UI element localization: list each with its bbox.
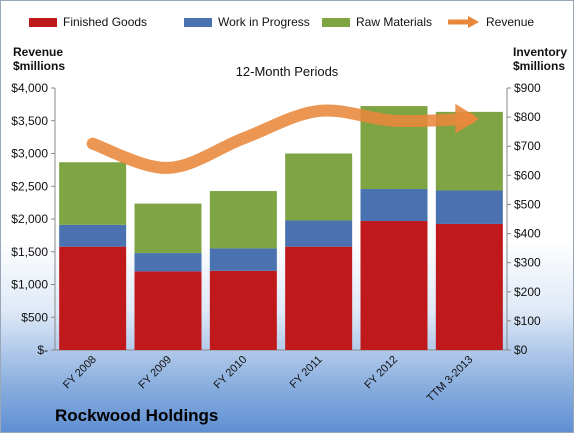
- legend-swatch-work-in-progress: [184, 17, 212, 27]
- bar-work-in-progress: [59, 224, 127, 247]
- x-tick-label: FY 2010: [212, 354, 250, 392]
- bar-work-in-progress: [360, 189, 428, 222]
- legend-label-raw-materials: Raw Materials: [356, 15, 433, 29]
- right-tick-label: $600: [514, 168, 541, 182]
- bar-finished-goods: [285, 246, 353, 350]
- right-tick-label: $900: [514, 81, 541, 95]
- right-tick-label: $500: [514, 197, 541, 211]
- left-tick-label: $1,500: [11, 245, 48, 259]
- right-tick-label: $800: [514, 110, 541, 124]
- bar-work-in-progress: [435, 190, 503, 224]
- x-tick-label: FY 2008: [61, 354, 99, 392]
- left-tick-label: $4,000: [11, 81, 48, 95]
- left-tick-label: $3,000: [11, 147, 48, 161]
- bar-raw-materials: [134, 203, 202, 254]
- left-axis-title-line2: $millions: [13, 59, 66, 73]
- legend-finished-goods: Finished Goods: [29, 15, 147, 29]
- bar-work-in-progress: [209, 248, 277, 271]
- right-tick-label: $700: [514, 139, 541, 153]
- left-tick-label: $3,500: [11, 114, 48, 128]
- right-tick-label: $0: [514, 343, 528, 357]
- left-tick-label: $2,000: [11, 212, 48, 226]
- left-tick-label: $-: [37, 343, 48, 357]
- revenue-line: [86, 104, 476, 174]
- revenue-arrowhead: [455, 103, 480, 134]
- right-axis-title-line1: Inventory: [513, 45, 568, 59]
- legend-swatch-raw-materials: [322, 17, 350, 27]
- bar-finished-goods: [360, 221, 428, 350]
- left-tick-label: $500: [21, 310, 48, 324]
- x-tick-label: FY 2011: [288, 354, 325, 391]
- bar-finished-goods: [134, 271, 202, 350]
- legend-raw-materials: Raw Materials: [322, 15, 432, 29]
- legend-label-finished-goods: Finished Goods: [63, 15, 148, 29]
- right-tick-label: $100: [514, 314, 541, 328]
- left-tick-label: $1,000: [11, 278, 48, 292]
- bar-raw-materials: [59, 162, 127, 225]
- legend-label-revenue: Revenue: [486, 15, 535, 29]
- chart-title: 12-Month Periods: [235, 64, 339, 79]
- bar-raw-materials: [209, 191, 277, 249]
- legend-label-work-in-progress: Work in Progress: [218, 15, 310, 29]
- bar-work-in-progress: [134, 253, 202, 272]
- legend-swatch-revenue: [448, 16, 479, 28]
- left-axis-title-line1: Revenue: [13, 45, 64, 59]
- bar-raw-materials: [285, 153, 353, 221]
- company-name: Rockwood Holdings: [55, 406, 219, 425]
- left-tick-label: $2,500: [11, 179, 48, 193]
- right-axis-title-line2: $millions: [513, 59, 566, 73]
- legend-work-in-progress: Work in Progress: [184, 15, 310, 29]
- legend-revenue: Revenue: [448, 15, 534, 29]
- bar-work-in-progress: [285, 220, 353, 247]
- x-tick-label: TTM 3-2013: [425, 354, 476, 405]
- x-tick-label: FY 2012: [362, 354, 400, 392]
- bar-finished-goods: [435, 223, 503, 350]
- legend-swatch-finished-goods: [29, 17, 57, 27]
- bar-finished-goods: [209, 270, 277, 350]
- right-tick-label: $300: [514, 256, 541, 270]
- bar-finished-goods: [59, 246, 127, 350]
- right-tick-label: $200: [514, 285, 541, 299]
- right-tick-label: $400: [514, 227, 541, 241]
- x-tick-label: FY 2009: [136, 354, 174, 392]
